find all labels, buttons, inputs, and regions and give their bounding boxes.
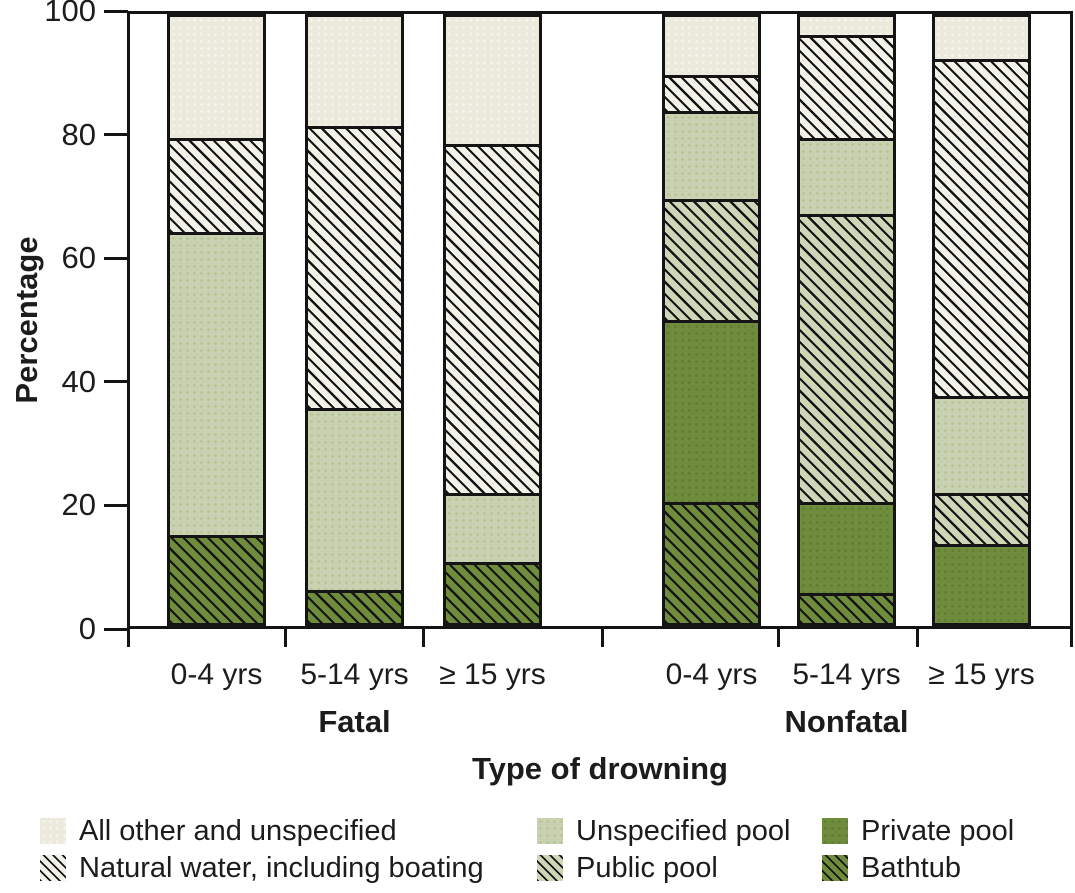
bar-fatal-0-4yrs [167, 14, 266, 626]
segment-bathtub [800, 592, 893, 623]
y-tick [104, 256, 128, 260]
segment-private_pool [935, 544, 1028, 623]
x-tick [421, 628, 425, 647]
segment-public_pool [665, 198, 758, 321]
y-tick [104, 380, 128, 384]
segment-unspecified_pool [800, 138, 893, 214]
y-tick-label: 20 [61, 487, 96, 523]
bar-fatal-5-14yrs [305, 14, 404, 626]
segment-private_pool [665, 320, 758, 502]
segment-all_other [800, 17, 893, 36]
bathtub-swatch [822, 855, 848, 881]
bar-nonfatal-0-4yrs [662, 14, 761, 626]
segment-natural_water [446, 144, 539, 493]
legend-item-label: Private pool [861, 815, 1015, 847]
segment-bathtub [170, 535, 263, 623]
segment-natural_water [308, 126, 401, 408]
legend-item-private_pool: Private pool [822, 816, 1014, 846]
x-tick [915, 628, 919, 647]
bar-nonfatal-5-14yrs [797, 14, 896, 626]
legend-item-label: Bathtub [861, 852, 961, 884]
segment-public_pool [800, 213, 893, 502]
age-label: 0-4 yrs [170, 658, 263, 691]
bar-fatal-15plus-yrs [443, 14, 542, 626]
segment-unspecified_pool [665, 110, 758, 199]
legend-item-all_other: All other and unspecified [40, 816, 397, 846]
y-tick-label: 60 [61, 240, 96, 276]
segment-unspecified_pool [170, 232, 263, 536]
y-tick [104, 9, 128, 13]
segment-all_other [935, 17, 1028, 60]
segment-natural_water [800, 35, 893, 139]
legend-item-label: Unspecified pool [576, 815, 791, 847]
segment-public_pool [935, 492, 1028, 545]
segment-bathtub [665, 501, 758, 623]
x-tick [126, 628, 130, 647]
y-tick-label: 40 [61, 363, 96, 399]
segment-natural_water [935, 59, 1028, 396]
unspecified-pool-swatch [537, 818, 563, 844]
legend-item-label: Public pool [576, 852, 718, 884]
segment-bathtub [308, 589, 401, 623]
x-tick [1069, 628, 1073, 647]
natural-water-swatch [40, 855, 66, 881]
segment-unspecified_pool [446, 492, 539, 563]
y-tick [104, 133, 128, 137]
private-pool-swatch [822, 818, 848, 844]
x-axis-title: Type of drowning [471, 751, 728, 786]
y-tick [104, 503, 128, 507]
segment-private_pool [800, 501, 893, 593]
plot-area [127, 11, 1073, 629]
group-label-nonfatal: Nonfatal [784, 704, 909, 739]
legend-item-public_pool: Public pool [537, 853, 718, 883]
y-tick-label: 100 [44, 0, 96, 28]
legend-item-unspecified_pool: Unspecified pool [537, 816, 790, 846]
y-tick-label: 80 [61, 116, 96, 152]
segment-natural_water [170, 138, 263, 233]
legend-item-label: Natural water, including boating [79, 852, 484, 884]
segment-bathtub [446, 562, 539, 623]
x-tick [283, 628, 287, 647]
x-tick [600, 628, 604, 647]
legend-item-bathtub: Bathtub [822, 853, 961, 883]
public-pool-swatch [537, 855, 563, 881]
segment-all_other [446, 17, 539, 145]
x-tick [776, 628, 780, 647]
segment-unspecified_pool [935, 395, 1028, 493]
all-other-swatch [40, 818, 66, 844]
group-label-fatal: Fatal [318, 704, 391, 739]
age-label: ≥ 15 yrs [439, 658, 546, 691]
age-label: 5-14 yrs [300, 658, 409, 691]
age-label: 0-4 yrs [665, 658, 758, 691]
age-label: 5-14 yrs [792, 658, 901, 691]
segment-unspecified_pool [308, 407, 401, 590]
bar-nonfatal-15plus-yrs [932, 14, 1031, 626]
y-tick-label: 0 [78, 611, 96, 646]
y-tick [104, 627, 128, 631]
segment-all_other [308, 17, 401, 127]
age-label: ≥ 15 yrs [928, 658, 1035, 691]
legend-item-label: All other and unspecified [79, 815, 397, 847]
segment-all_other [665, 17, 758, 75]
segment-natural_water [665, 74, 758, 111]
segment-all_other [170, 17, 263, 139]
legend-item-natural_water: Natural water, including boating [40, 853, 484, 883]
